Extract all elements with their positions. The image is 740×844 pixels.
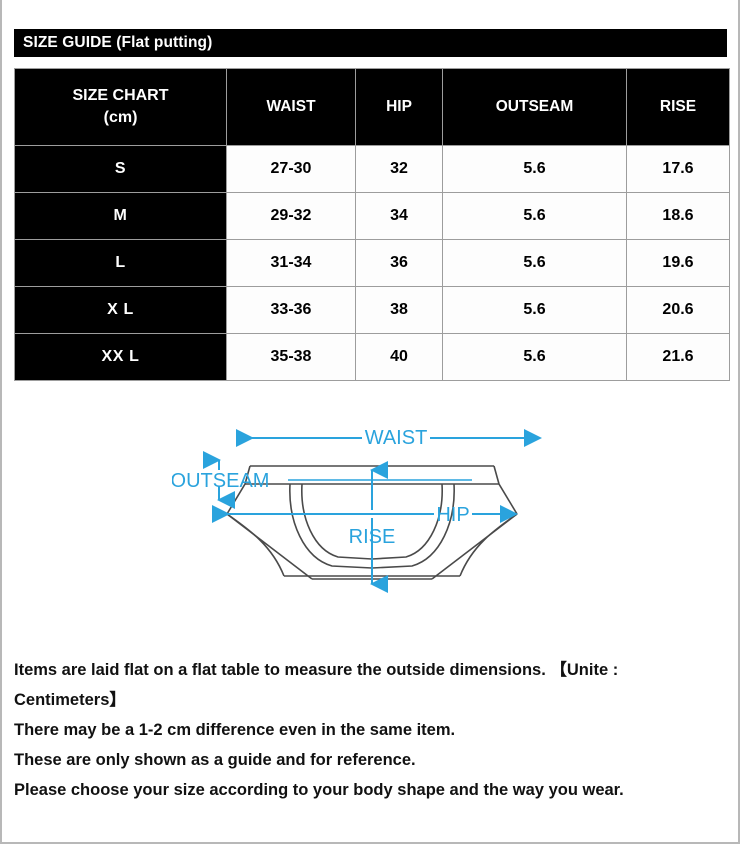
cell-rise: 17.6 [626,145,730,193]
rise-label: RISE [349,526,396,548]
cell-size: M [14,192,227,240]
cell-waist: 31-34 [226,239,356,287]
cell-rise: 19.6 [626,239,730,287]
table-header-row: SIZE CHART (cm) WAIST HIP OUTSEAM RISE [14,68,730,146]
cell-size: XX L [14,333,227,381]
column-header-size-line1: SIZE CHART [72,87,169,105]
cell-waist: 29-32 [226,192,356,240]
briefs-measurement-diagram: WAIST OUTSEAM HIP RISE [171,418,572,628]
column-header-outseam: OUTSEAM [442,68,627,146]
page-title: SIZE GUIDE (Flat putting) [23,34,213,51]
cell-outseam: 5.6 [442,192,627,240]
column-header-size: SIZE CHART (cm) [14,68,227,146]
cell-outseam: 5.6 [442,145,627,193]
table-row: X L 33-36 38 5.6 20.6 [14,286,730,334]
table-row: XX L 35-38 40 5.6 21.6 [14,333,730,381]
cell-outseam: 5.6 [442,333,627,381]
column-header-waist: WAIST [226,68,356,146]
column-header-hip: HIP [355,68,443,146]
note-line: Centimeters】 [14,691,126,709]
note-line: There may be a 1-2 cm difference even in… [14,721,456,739]
cell-rise: 21.6 [626,333,730,381]
cell-outseam: 5.6 [442,239,627,287]
cell-hip: 36 [355,239,443,287]
column-header-rise: RISE [626,68,730,146]
column-header-size-line2: (cm) [103,109,138,126]
table-row: M 29-32 34 5.6 18.6 [14,192,730,240]
cell-hip: 34 [355,192,443,240]
outseam-label: OUTSEAM [172,470,269,492]
cell-outseam: 5.6 [442,286,627,334]
measurement-notes: Items are laid flat on a flat table to m… [14,655,730,805]
cell-waist: 35-38 [226,333,356,381]
cell-size: S [14,145,227,193]
size-guide-title-bar: SIZE GUIDE (Flat putting) [14,29,727,57]
hip-label: HIP [436,504,469,526]
size-chart-table: SIZE CHART (cm) WAIST HIP OUTSEAM RISE S… [14,68,730,381]
cell-waist: 33-36 [226,286,356,334]
note-line: Please choose your size according to you… [14,781,624,799]
outseam-dimension-arrow [203,451,472,509]
cell-waist: 27-30 [226,145,356,193]
cell-size: L [14,239,227,287]
cell-rise: 20.6 [626,286,730,334]
garment-outline [226,465,518,580]
waist-label: WAIST [365,427,428,449]
cell-hip: 38 [355,286,443,334]
cell-hip: 32 [355,145,443,193]
cell-hip: 40 [355,333,443,381]
note-line: Items are laid flat on a flat table to m… [14,661,619,679]
table-row: S 27-30 32 5.6 17.6 [14,145,730,193]
note-line: These are only shown as a guide and for … [14,751,416,769]
table-row: L 31-34 36 5.6 19.6 [14,239,730,287]
cell-rise: 18.6 [626,192,730,240]
cell-size: X L [14,286,227,334]
diagram-svg: WAIST OUTSEAM HIP RISE [171,427,542,593]
